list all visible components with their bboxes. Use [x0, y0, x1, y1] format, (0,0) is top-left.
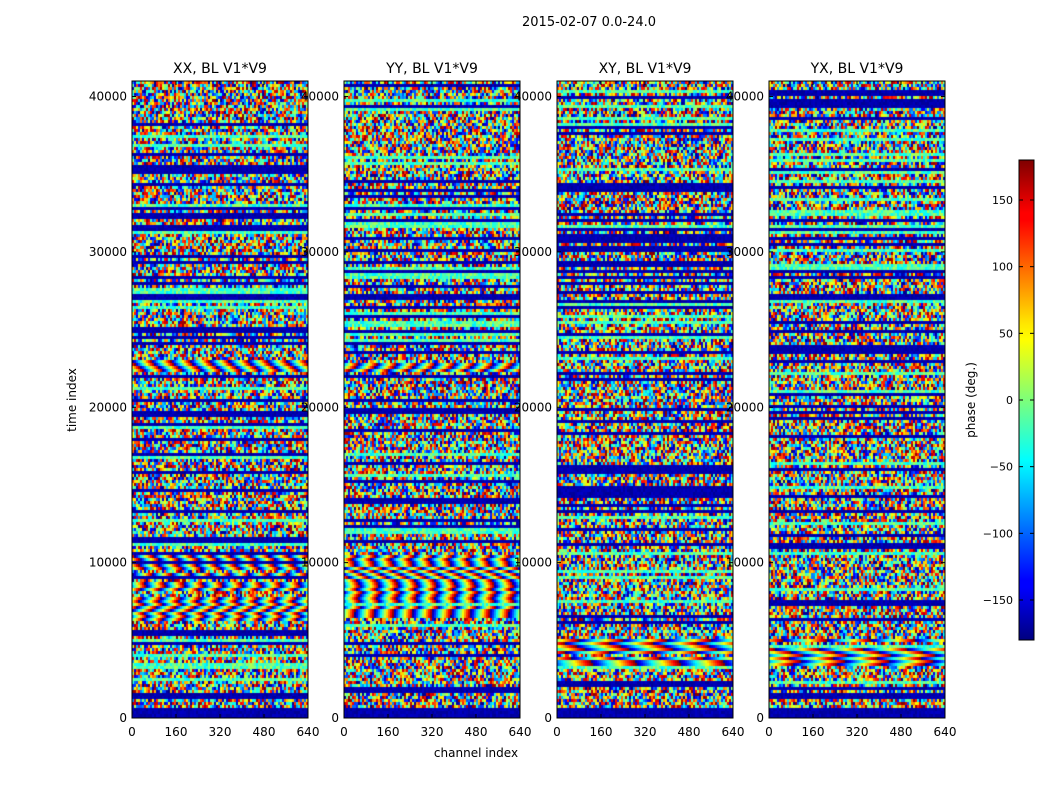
x-tick-label: 480: [253, 725, 276, 739]
x-tick-label: 640: [934, 725, 957, 739]
colorbar-tick-label: 50: [999, 327, 1013, 340]
panel-title: YY, BL V1*V9: [385, 61, 478, 77]
x-tick-label: 160: [165, 725, 188, 739]
x-tick-label: 320: [421, 725, 444, 739]
x-tick-label: 480: [678, 725, 701, 739]
heatmap-panel: XX, BL V1*V9 0 10000 20000 30000 40000 0 160 320…: [89, 61, 320, 739]
x-tick-label: 640: [509, 725, 532, 739]
y-axis-label: time index: [65, 368, 79, 432]
colorbar-tick-label: 100: [992, 261, 1013, 274]
x-tick-label: 160: [377, 725, 400, 739]
y-tick-label: 20000: [514, 400, 552, 414]
y-tick-label: 40000: [726, 90, 764, 104]
x-tick-label: 480: [890, 725, 913, 739]
heatmap-panel: YX, BL V1*V9 0 10000 20000 30000 40000 0 160 320…: [726, 61, 957, 739]
y-tick-label: 40000: [514, 90, 552, 104]
colorbar-tick-label: 150: [992, 194, 1013, 207]
x-tick-label: 0: [765, 725, 773, 739]
panel-title: XX, BL V1*V9: [173, 61, 267, 77]
heatmap-image: [557, 81, 733, 718]
colorbar-tick-label: −100: [983, 527, 1013, 540]
heatmap-image: [344, 81, 520, 718]
x-tick-label: 0: [340, 725, 348, 739]
y-tick-label: 0: [119, 711, 127, 725]
x-tick-label: 160: [802, 725, 825, 739]
x-tick-label: 0: [553, 725, 561, 739]
y-tick-label: 0: [544, 711, 552, 725]
x-tick-label: 320: [846, 725, 869, 739]
heatmap-image: [132, 81, 308, 718]
colorbar-tick-label: −150: [983, 594, 1013, 607]
y-tick-label: 30000: [301, 245, 339, 259]
y-tick-label: 0: [331, 711, 339, 725]
y-tick-label: 40000: [301, 90, 339, 104]
colorbar-label: phase (deg.): [964, 362, 978, 438]
y-tick-label: 10000: [89, 556, 127, 570]
x-tick-label: 640: [722, 725, 745, 739]
x-tick-label: 0: [128, 725, 136, 739]
x-axis-label: channel index: [434, 746, 518, 760]
colorbar-ticks: −150 −100 −50 0 50 100 150: [983, 194, 1034, 607]
panel-title: YX, BL V1*V9: [810, 61, 904, 77]
heatmap-panels: XX, BL V1*V9 0 10000 20000 30000 40000 0 160 320…: [89, 61, 957, 739]
figure-suptitle: 2015-02-07 0.0-24.0: [522, 15, 656, 30]
y-tick-label: 20000: [301, 400, 339, 414]
colorbar: −150 −100 −50 0 50 100 150: [983, 159, 1035, 641]
heatmap-panel: XY, BL V1*V9 0 10000 20000 30000 40000 0 160 320…: [514, 61, 745, 739]
y-tick-label: 30000: [89, 245, 127, 259]
y-tick-label: 40000: [89, 90, 127, 104]
x-tick-label: 640: [297, 725, 320, 739]
y-tick-label: 10000: [301, 556, 339, 570]
x-tick-label: 320: [209, 725, 232, 739]
y-tick-label: 20000: [89, 400, 127, 414]
y-tick-label: 10000: [514, 556, 552, 570]
x-tick-label: 160: [590, 725, 613, 739]
y-tick-label: 0: [756, 711, 764, 725]
heatmap-panel: YY, BL V1*V9 0 10000 20000 30000 40000 0 160 320…: [301, 61, 532, 739]
panel-title: XY, BL V1*V9: [599, 61, 692, 77]
heatmap-image: [769, 81, 945, 718]
colorbar-tick-label: 0: [1006, 394, 1013, 407]
x-tick-label: 320: [634, 725, 657, 739]
x-tick-label: 480: [465, 725, 488, 739]
colorbar-tick-label: −50: [990, 461, 1013, 474]
y-tick-label: 30000: [514, 245, 552, 259]
y-tick-label: 20000: [726, 400, 764, 414]
y-tick-label: 30000: [726, 245, 764, 259]
y-tick-label: 10000: [726, 556, 764, 570]
